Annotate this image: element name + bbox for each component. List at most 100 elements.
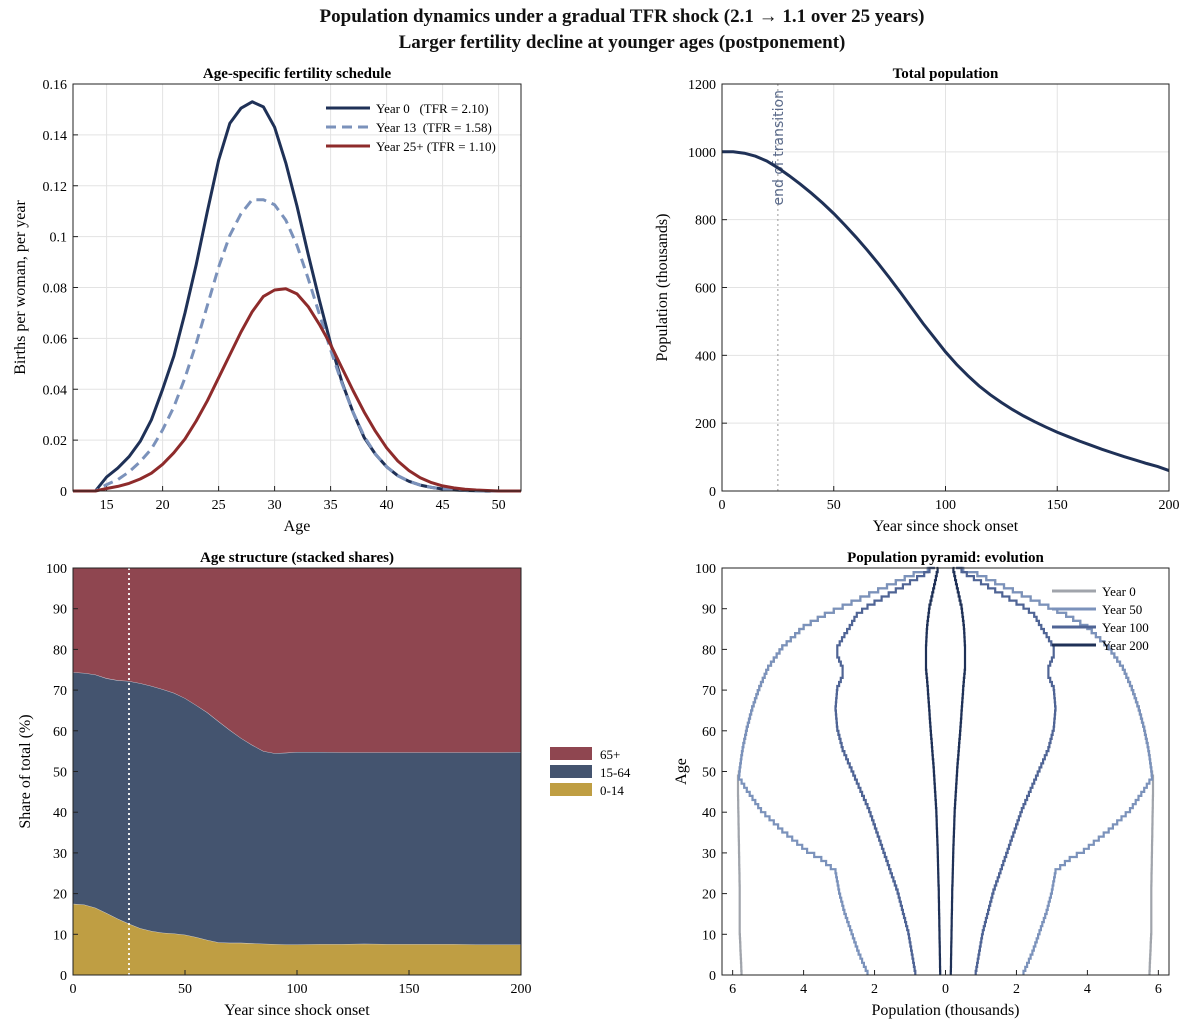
population-axes: [721, 83, 1170, 492]
pyramid-xtick-label: 4: [1084, 982, 1091, 997]
share-title: Age structure (stacked shares): [200, 550, 394, 566]
fertility-xtick-label: 30: [268, 498, 282, 513]
share-legend-label-2: 0-14: [600, 783, 624, 798]
pyramid-legend-label-1: Year 50: [1102, 602, 1142, 617]
pyramid-legend-label-2: Year 100: [1102, 620, 1149, 635]
share-legend-label-1: 15-64: [600, 765, 631, 780]
share-xtick-label: 100: [287, 982, 308, 997]
share-xlabel: Year since shock onset: [224, 1002, 370, 1019]
population-xtick-label: 150: [1047, 498, 1068, 513]
fertility-axes: [72, 83, 522, 492]
pyramid-ytick-label: 80: [702, 643, 716, 658]
pyramid-ytick-label: 10: [702, 928, 716, 943]
share-ytick-label: 70: [53, 684, 67, 699]
pyramid-series-1-right: [956, 566, 1154, 975]
fertility-series-1: [73, 198, 521, 493]
pyramid-ytick-label: 60: [702, 725, 716, 740]
figure-suptitle: Population dynamics under a gradual TFR …: [0, 4, 1200, 56]
pyramid-ytick-label: 40: [702, 806, 716, 821]
population-ytick-label: 800: [695, 214, 716, 229]
population-title: Total population: [893, 66, 999, 82]
pyramid-legend-label-3: Year 200: [1102, 638, 1149, 653]
transition-marker-label: end of transition: [771, 90, 787, 205]
fertility-xtick-label: 45: [436, 498, 450, 513]
fertility-legend-label-0: Year 0 (TFR = 2.10): [376, 101, 489, 116]
population-series-0: [722, 150, 1170, 473]
population-ytick-label: 200: [695, 417, 716, 432]
share-ytick-label: 10: [53, 928, 67, 943]
pyramid-ytick-label: 90: [702, 603, 716, 618]
fertility-xlabel: Age: [284, 518, 311, 535]
share-legend-label-0: 65+: [600, 747, 620, 762]
pyramid-series-3-right: [949, 566, 967, 975]
pyramid-ytick-label: 70: [702, 684, 716, 699]
pyramid-legend-label-0: Year 0: [1102, 584, 1136, 599]
fertility-xtick-label: 50: [492, 498, 506, 513]
pyramid-series-2-right: [956, 566, 1057, 975]
fertility-xtick-label: 25: [212, 498, 226, 513]
pyramid-series-0-left: [736, 566, 935, 975]
pyramid-series-2-left: [834, 566, 935, 975]
share-ytick-label: 20: [53, 888, 67, 903]
share-ytick-label: 0: [60, 969, 67, 984]
pyramid-axes: [721, 567, 1170, 976]
fertility-ylabel: Births per woman, per year: [12, 200, 29, 375]
fertility-ytick-label: 0.1: [50, 231, 68, 246]
pyramid-xtick-label: 4: [800, 982, 807, 997]
fertility-ytick-label: 0: [60, 485, 67, 500]
fertility-ytick-label: 0.02: [43, 434, 68, 449]
fertility-xtick-label: 40: [380, 498, 394, 513]
share-ytick-label: 50: [53, 766, 67, 781]
share-ytick-label: 30: [53, 847, 67, 862]
fertility-series-0: [73, 100, 521, 493]
share-area-0-14: [73, 903, 521, 975]
pyramid-xtick-label: 6: [1155, 982, 1162, 997]
pyramid-xlabel: Population (thousands): [872, 1002, 1020, 1019]
share-xtick-label: 50: [178, 982, 192, 997]
fertility-xtick-label: 35: [324, 498, 338, 513]
share-xtick-label: 0: [70, 982, 77, 997]
share-ytick-label: 40: [53, 806, 67, 821]
suptitle-line-1: Population dynamics under a gradual TFR …: [319, 6, 925, 27]
pyramid-ytick-label: 100: [695, 562, 716, 577]
fertility-title: Age-specific fertility schedule: [203, 66, 392, 82]
share-ytick-label: 60: [53, 725, 67, 740]
fertility-xtick-label: 15: [100, 498, 114, 513]
share-xtick-label: 200: [511, 982, 532, 997]
population-ytick-label: 400: [695, 349, 716, 364]
population-ytick-label: 1000: [688, 146, 716, 161]
share-xtick-label: 150: [399, 982, 420, 997]
population-xtick-label: 50: [827, 498, 841, 513]
pyramid-xtick-label: 6: [729, 982, 736, 997]
share-area-15-64: [73, 672, 521, 945]
fertility-xtick-label: 20: [156, 498, 170, 513]
share-ylabel: Share of total (%): [17, 714, 34, 828]
fertility-legend-label-2: Year 25+ (TFR = 1.10): [376, 139, 496, 154]
pyramid-xtick-label: 2: [871, 982, 878, 997]
share-area-65+: [73, 568, 521, 754]
pyramid-ytick-label: 0: [709, 969, 716, 984]
population-ytick-label: 0: [709, 485, 716, 500]
pyramid-xtick-label: 0: [942, 982, 949, 997]
pyramid-ytick-label: 30: [702, 847, 716, 862]
pyramid-ytick-label: 20: [702, 888, 716, 903]
fertility-ytick-label: 0.08: [43, 282, 68, 297]
share-ytick-label: 80: [53, 643, 67, 658]
pyramid-ylabel: Age: [673, 758, 690, 785]
fertility-series-2: [73, 287, 521, 493]
fertility-ytick-label: 0.06: [43, 332, 68, 347]
population-ytick-label: 600: [695, 282, 716, 297]
share-legend-swatch-2: [550, 783, 592, 796]
fertility-ytick-label: 0.14: [43, 129, 68, 144]
population-xtick-label: 200: [1159, 498, 1180, 513]
share-legend-swatch-0: [550, 747, 592, 760]
population-xtick-label: 0: [719, 498, 726, 513]
fertility-ytick-label: 0.04: [43, 383, 68, 398]
fertility-legend-label-1: Year 13 (TFR = 1.58): [376, 120, 492, 135]
pyramid-ytick-label: 50: [702, 766, 716, 781]
population-ylabel: Population (thousands): [654, 214, 671, 362]
pyramid-series-3-left: [924, 566, 942, 975]
pyramid-title: Population pyramid: evolution: [847, 550, 1044, 566]
share-ytick-label: 100: [46, 562, 67, 577]
